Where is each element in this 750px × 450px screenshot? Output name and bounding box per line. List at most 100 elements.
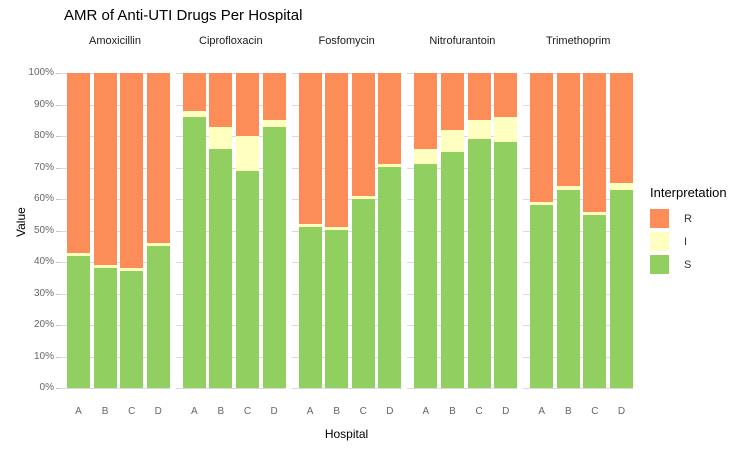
- gridline: [291, 388, 402, 389]
- bar-segment-S: [120, 271, 144, 388]
- bar-segment-I: [298, 224, 322, 228]
- bar-segment-R: [262, 73, 286, 121]
- y-tick-label: 60%: [33, 193, 54, 204]
- y-tick-label: 40%: [33, 256, 54, 267]
- stacked-bar-C: [583, 73, 607, 388]
- bar-segment-S: [440, 151, 464, 388]
- bar-segment-I: [351, 195, 375, 199]
- x-tick-label: D: [270, 406, 278, 417]
- legend-swatch-i: [650, 232, 669, 251]
- y-tick-mark: [56, 388, 60, 389]
- stacked-bar-D: [146, 73, 170, 388]
- y-tick-mark: [56, 73, 60, 74]
- bar-segment-R: [378, 73, 402, 165]
- bar-segment-I: [414, 148, 438, 165]
- bar-segment-I: [120, 268, 144, 272]
- legend-swatch-s: [650, 255, 669, 274]
- stacked-bar-B: [93, 73, 117, 388]
- y-tick-mark: [56, 104, 60, 106]
- legend-title: Interpretation: [650, 185, 727, 200]
- bar-segment-S: [351, 198, 375, 388]
- stacked-bar-C: [351, 73, 375, 388]
- bar-segment-I: [494, 117, 518, 143]
- bar-segment-R: [440, 73, 464, 130]
- bar-segment-S: [182, 117, 206, 388]
- y-tick-label: 30%: [33, 287, 54, 299]
- bar-segment-R: [120, 73, 144, 269]
- y-tick-mark: [56, 167, 60, 169]
- x-tick-label: B: [449, 406, 456, 417]
- bar-segment-I: [378, 164, 402, 168]
- bar-segment-R: [235, 73, 259, 136]
- stacked-bar-A: [414, 73, 438, 388]
- stacked-bar-A: [182, 73, 206, 388]
- bar-segment-S: [325, 230, 349, 388]
- y-tick-label: 0%: [39, 382, 54, 393]
- x-tick-label: A: [538, 406, 546, 417]
- bar-segment-I: [262, 120, 286, 127]
- bar-segment-R: [325, 73, 349, 228]
- facet-label: Ciprofloxacin: [199, 35, 263, 47]
- bar-segment-R: [146, 73, 170, 244]
- bar-segment-S: [235, 170, 259, 388]
- legend-label: S: [684, 258, 692, 271]
- bar-segment-I: [556, 186, 580, 190]
- y-tick-label: 90%: [33, 98, 54, 110]
- bar-segment-R: [609, 73, 633, 184]
- facet-fosfomycin: Fosfomycin A B C D: [291, 35, 402, 435]
- gridline: [175, 388, 286, 389]
- y-tick-mark: [56, 230, 60, 232]
- plot-panel: [175, 73, 286, 389]
- bar-segment-R: [494, 73, 518, 118]
- y-tick-label: 50%: [33, 224, 54, 236]
- bar-segment-R: [467, 73, 491, 121]
- stacked-bar-C: [467, 73, 491, 388]
- bar-segment-S: [556, 189, 580, 388]
- bar-segment-R: [298, 73, 322, 225]
- bar-segment-S: [262, 126, 286, 388]
- legend-item-r: R: [650, 209, 727, 228]
- bar-segment-R: [583, 73, 607, 212]
- gridline: [60, 388, 170, 389]
- stacked-bar-A: [298, 73, 322, 388]
- facet-label: Trimethoprim: [545, 35, 611, 47]
- y-tick-mark: [56, 356, 60, 358]
- facet-amoxicillin: Amoxicillin A B C D: [60, 35, 170, 435]
- bar-segment-R: [209, 73, 233, 127]
- stacked-bar-D: [609, 73, 633, 388]
- legend-item-s: S: [650, 255, 727, 274]
- x-tick-label: C: [128, 406, 136, 417]
- bar-segment-S: [298, 227, 322, 388]
- y-tick-mark: [56, 199, 60, 200]
- bar-segment-S: [67, 255, 90, 388]
- bar-segment-R: [182, 73, 206, 111]
- plot-panel: [60, 73, 170, 389]
- bar-segment-R: [414, 73, 438, 149]
- stacked-bar-C: [120, 73, 144, 388]
- x-tick-label: B: [217, 406, 225, 417]
- bar-segment-I: [440, 129, 464, 152]
- stacked-bar-C: [235, 73, 259, 388]
- facet-label: Amoxicillin: [89, 35, 141, 47]
- bar-segment-S: [146, 246, 170, 388]
- plot-panel: [407, 73, 518, 389]
- x-tick-label: A: [75, 406, 82, 417]
- facet-label: Nitrofurantoin: [429, 35, 496, 47]
- x-tick-label: B: [333, 406, 341, 417]
- bar-segment-R: [530, 73, 554, 203]
- bar-segment-R: [67, 73, 90, 253]
- bar-segment-I: [209, 126, 233, 149]
- legend-swatch-r: [650, 209, 669, 228]
- plot-panel: [291, 73, 402, 389]
- stacked-bar-A: [530, 73, 554, 388]
- stacked-bar-B: [556, 73, 580, 388]
- bar-segment-S: [530, 205, 554, 388]
- x-tick-label: D: [617, 406, 626, 417]
- bar-segment-S: [378, 167, 402, 388]
- x-tick-label: D: [386, 406, 394, 417]
- x-tick-label: D: [154, 406, 162, 417]
- x-tick-label: C: [359, 406, 367, 417]
- bar-segment-I: [530, 202, 554, 206]
